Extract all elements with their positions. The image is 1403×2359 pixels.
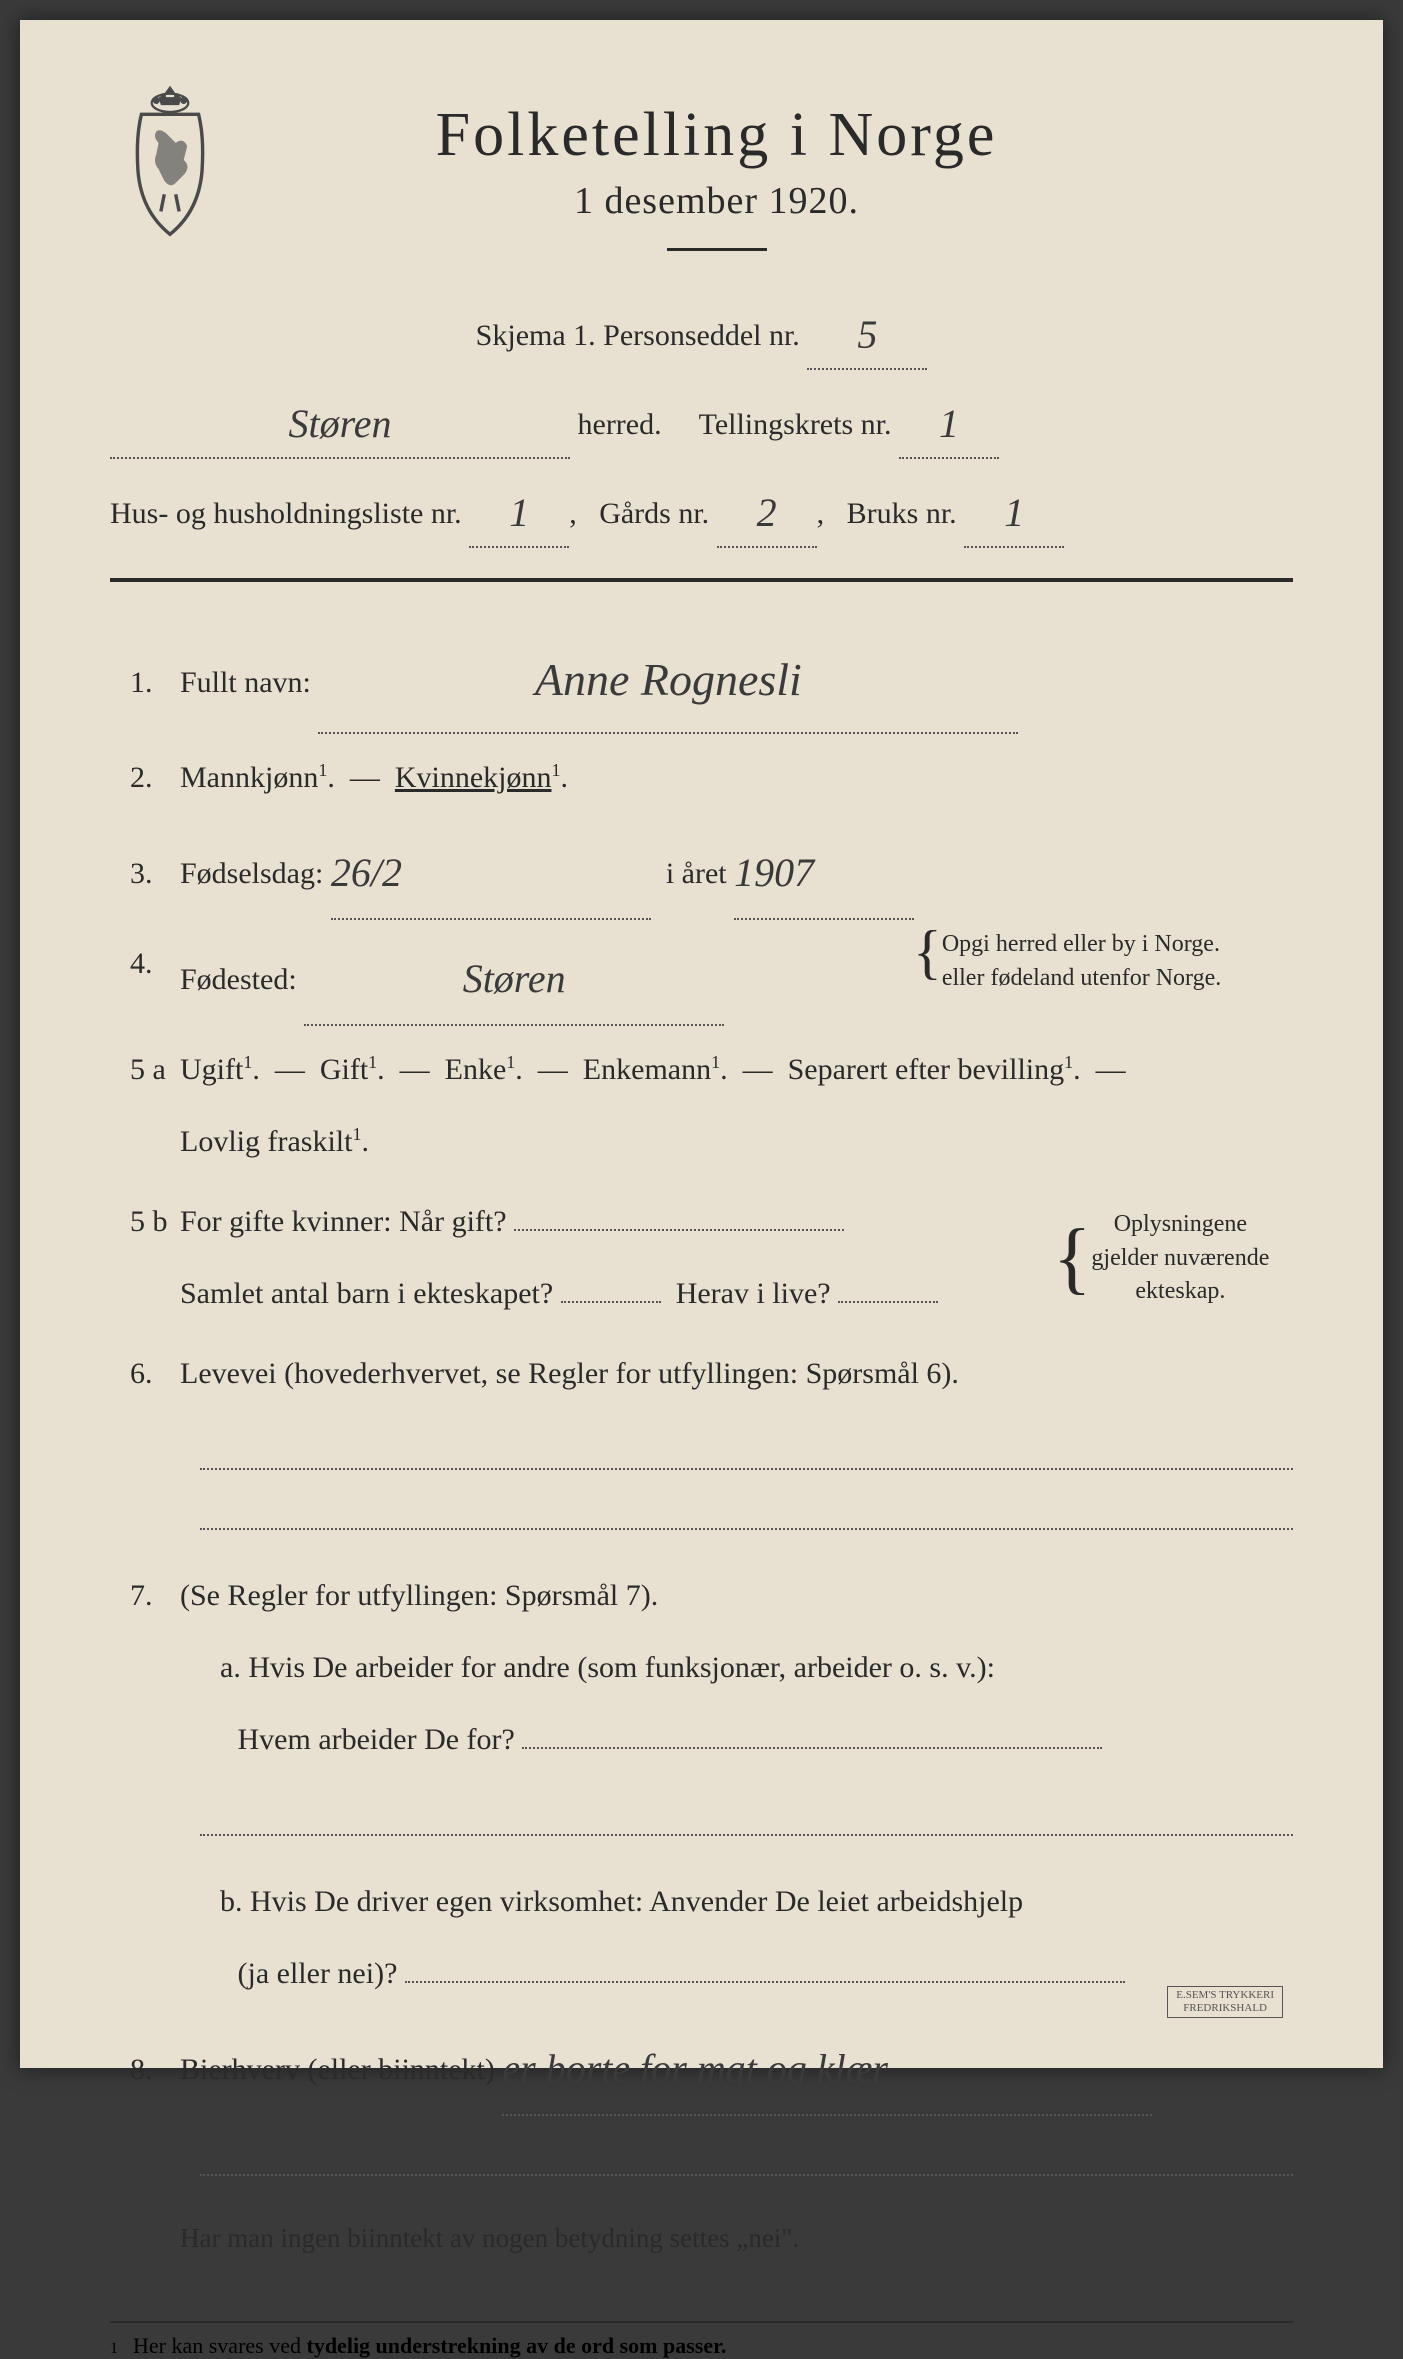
skjema-label: Skjema 1. Personseddel nr. (476, 319, 800, 352)
q8-num: 8. (110, 2034, 180, 2106)
q5b-row: 5 b For gifte kvinner: Når gift? Samlet … (110, 1186, 1293, 1330)
tellingskrets-value: 1 (939, 401, 959, 446)
bruks-value: 1 (1004, 490, 1024, 535)
q5a-gift: Gift (320, 1053, 368, 1086)
q3-day-value: 26/2 (331, 850, 402, 895)
coat-of-arms-icon (110, 80, 230, 240)
tellingskrets-label: Tellingskrets nr. (699, 408, 892, 441)
q5b-num: 5 b (110, 1186, 180, 1258)
skjema-line: Skjema 1. Personseddel nr. 5 (110, 296, 1293, 370)
husliste-line: Hus- og husholdningsliste nr. 1, Gårds n… (110, 474, 1293, 548)
header: Folketelling i Norge 1 desember 1920. (110, 100, 1293, 276)
q7b-line1: Hvis De driver egen virksomhet: Anvender… (250, 1885, 1023, 1918)
title-divider (667, 248, 767, 251)
q6-blank2 (200, 1500, 1293, 1530)
q6-blank1 (200, 1440, 1293, 1470)
q7a-blank (200, 1806, 1293, 1836)
q5b-line2b: Herav i live? (676, 1277, 831, 1310)
q4-value: Støren (463, 956, 566, 1001)
q3-year-value: 1907 (734, 850, 814, 895)
q8-value: er borte for mat og klær (502, 2046, 888, 2091)
q4-num: 4. (110, 928, 180, 1000)
q7b-line2: (ja eller nei)? (238, 1957, 398, 1990)
q8-note: Har man ingen biinntekt av nogen betydni… (180, 2223, 799, 2253)
q1-row: 1. Fullt navn: Anne Rognesli (110, 622, 1293, 734)
footnote: 1 Her kan svares ved tydelig understrekn… (110, 2321, 1293, 2359)
q2-num: 2. (110, 742, 180, 814)
q5a-num: 5 a (110, 1034, 180, 1106)
q7a-letter: a. (180, 1632, 241, 1704)
gards-label: Gårds nr. (599, 497, 709, 530)
footnote-plain: Her kan svares ved (133, 2333, 307, 2358)
printer-stamp: E.SEM'S TRYKKERI FREDRIKSHALD (1167, 1986, 1283, 2018)
section-divider (110, 578, 1293, 582)
q7a-line1: Hvis De arbeider for andre (som funksjon… (248, 1651, 995, 1684)
q3-year-label: i året (666, 857, 727, 890)
q6-num: 6. (110, 1338, 180, 1410)
husliste-label: Hus- og husholdningsliste nr. (110, 497, 462, 530)
q5a-row: 5 a Ugift1. — Gift1. — Enke1. — Enkemann… (110, 1034, 1293, 1178)
q2-mann: Mannkjønn (180, 761, 318, 794)
questions: 1. Fullt navn: Anne Rognesli 2. Mannkjøn… (110, 622, 1293, 2271)
bruks-label: Bruks nr. (847, 497, 957, 530)
q8-row: 8. Bierhverv (eller biinntekt) er borte … (110, 2018, 1293, 2116)
q5a-ugift: Ugift (180, 1053, 243, 1086)
q1-label: Fullt navn: (180, 666, 311, 699)
q7-label: (Se Regler for utfyllingen: Spørsmål 7). (180, 1579, 658, 1612)
q5b-line1: For gifte kvinner: Når gift? (180, 1205, 507, 1238)
census-form-page: Folketelling i Norge 1 desember 1920. Sk… (20, 20, 1383, 2068)
q5a-enkemann: Enkemann (583, 1053, 711, 1086)
q5a-fraskilt: Lovlig fraskilt (180, 1125, 352, 1158)
q2-row: 2. Mannkjønn1. — Kvinnekjønn1. (110, 742, 1293, 814)
q1-num: 1. (110, 647, 180, 719)
q5b-note: { Oplysningene gjelder nuværende ekteska… (1053, 1208, 1293, 1309)
q2-kvinne: Kvinnekjønn (395, 761, 552, 794)
husliste-value: 1 (509, 490, 529, 535)
footnote-num: 1 (110, 2340, 118, 2358)
q8-note-row: Har man ingen biinntekt av nogen betydni… (110, 2206, 1293, 2271)
herred-value: Støren (289, 401, 392, 446)
footnote-bold: tydelig understrekning av de ord som pas… (307, 2333, 727, 2358)
q7-row: 7. (Se Regler for utfyllingen: Spørsmål … (110, 1560, 1293, 1776)
herred-label: herred. (578, 408, 662, 441)
q3-row: 3. Fødselsdag: 26/2 i året 1907 (110, 822, 1293, 920)
subtitle: 1 desember 1920. (260, 179, 1173, 223)
q8-blank (200, 2146, 1293, 2176)
q7-num: 7. (110, 1560, 180, 1632)
q7a-line2: Hvem arbeider De for? (238, 1723, 515, 1756)
q5a-enke: Enke (445, 1053, 507, 1086)
skjema-nr-value: 5 (857, 312, 877, 357)
q5b-line2a: Samlet antal barn i ekteskapet? (180, 1277, 553, 1310)
q1-value: Anne Rognesli (535, 654, 802, 705)
q8-label: Bierhverv (eller biinntekt) (180, 2053, 495, 2086)
q6-row: 6. Levevei (hovederhvervet, se Regler fo… (110, 1338, 1293, 1410)
q4-label: Fødested: (180, 963, 297, 996)
main-title: Folketelling i Norge (260, 100, 1173, 171)
gards-value: 2 (757, 490, 777, 535)
q3-num: 3. (110, 838, 180, 910)
q4-note: { Opgi herred eller by i Norge. eller fø… (913, 928, 1293, 995)
herred-line: Støren herred. Tellingskrets nr. 1 (110, 385, 1293, 459)
title-block: Folketelling i Norge 1 desember 1920. (260, 100, 1293, 276)
q7b-row: b. Hvis De driver egen virksomhet: Anven… (110, 1866, 1293, 2010)
q6-label: Levevei (hovederhvervet, se Regler for u… (180, 1357, 959, 1390)
q4-row: 4. Fødested: Støren { Opgi herred eller … (110, 928, 1293, 1026)
q7b-letter: b. (180, 1866, 243, 1938)
q5a-separert: Separert efter bevilling (788, 1053, 1065, 1086)
q3-label: Fødselsdag: (180, 857, 323, 890)
